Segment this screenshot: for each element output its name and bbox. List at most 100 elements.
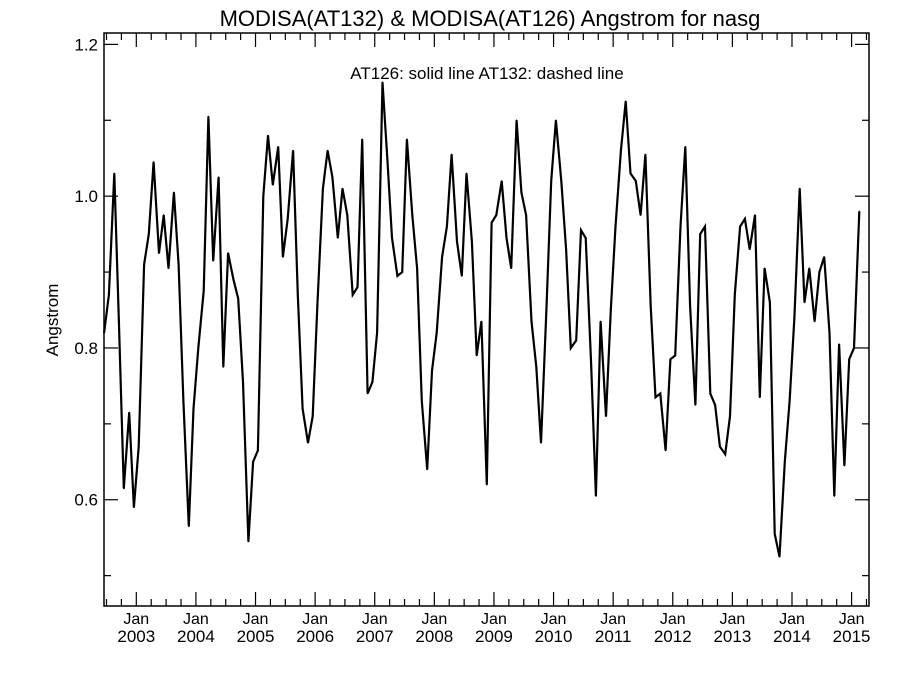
- x-tick-month-label: Jan: [123, 611, 149, 628]
- data-point: [167, 267, 170, 270]
- data-point: [580, 229, 582, 232]
- data-point: [123, 487, 125, 490]
- data-point: [173, 191, 175, 194]
- data-point: [629, 172, 632, 175]
- data-point: [669, 358, 672, 361]
- data-point: [560, 180, 563, 182]
- x-tick-year-label: 2014: [773, 627, 811, 646]
- x-tick-year-label: 2008: [415, 627, 453, 646]
- chart-annotation: AT126: solid line AT132: dashed line: [350, 64, 623, 83]
- data-point: [744, 218, 746, 220]
- data-point: [401, 271, 404, 273]
- data-point: [763, 267, 766, 270]
- data-point: [605, 415, 607, 418]
- data-point: [674, 354, 676, 357]
- data-point: [277, 146, 280, 148]
- data-point: [639, 214, 642, 216]
- x-tick-year-label: 2003: [117, 627, 155, 646]
- data-point: [788, 400, 791, 402]
- data-point: [610, 309, 612, 311]
- data-point: [769, 301, 771, 304]
- data-point: [376, 332, 378, 334]
- data-point: [848, 358, 850, 361]
- data-point: [664, 449, 667, 452]
- data-point: [237, 297, 239, 300]
- data-point: [699, 233, 701, 235]
- data-point: [103, 332, 105, 334]
- x-tick-year-label: 2009: [475, 627, 513, 646]
- data-point: [242, 381, 244, 383]
- x-tick-year-label: 2015: [833, 627, 871, 646]
- x-tick-month-label: Jan: [183, 611, 209, 628]
- data-point: [729, 415, 731, 418]
- data-point: [778, 555, 781, 558]
- data-point: [620, 149, 622, 152]
- data-point: [311, 415, 314, 418]
- data-point: [565, 248, 567, 251]
- data-point: [446, 225, 448, 228]
- data-point: [262, 195, 265, 197]
- data-point: [267, 134, 269, 137]
- data-point: [113, 172, 116, 175]
- data-point: [143, 263, 145, 266]
- data-point: [341, 187, 344, 190]
- y-tick-label: 1.0: [74, 187, 98, 206]
- data-point: [217, 176, 220, 178]
- data-point: [431, 369, 433, 372]
- data-point: [584, 237, 587, 239]
- data-point: [714, 404, 716, 406]
- data-point: [207, 115, 210, 118]
- data-point: [441, 256, 443, 258]
- data-point: [465, 172, 468, 175]
- data-point: [406, 138, 408, 141]
- data-point: [853, 347, 855, 349]
- x-tick-month-label: Jan: [660, 611, 686, 628]
- data-point: [456, 240, 458, 243]
- data-point: [272, 184, 274, 186]
- data-point: [540, 442, 542, 444]
- data-point: [510, 267, 512, 270]
- x-tick-month-label: Jan: [302, 611, 328, 628]
- series-layer: [103, 81, 861, 558]
- x-tick-month-label: Jan: [600, 611, 626, 628]
- data-point: [679, 225, 682, 228]
- data-point: [833, 495, 836, 497]
- data-point: [212, 259, 214, 262]
- data-point: [808, 267, 811, 270]
- data-point: [739, 225, 741, 228]
- data-point: [649, 305, 652, 308]
- data-point: [689, 305, 691, 308]
- data-point: [381, 81, 384, 84]
- data-point: [486, 483, 488, 486]
- data-point: [286, 218, 289, 220]
- x-tick-year-label: 2010: [535, 627, 573, 646]
- data-point: [301, 407, 304, 410]
- data-point: [426, 468, 429, 471]
- y-axis-label: Angstrom: [43, 284, 62, 357]
- data-point: [515, 119, 518, 122]
- data-point: [838, 343, 840, 346]
- data-point: [759, 396, 761, 399]
- data-point: [227, 252, 229, 254]
- data-point: [555, 119, 557, 122]
- data-point: [748, 248, 751, 251]
- data-point: [152, 161, 155, 163]
- data-point: [525, 214, 527, 216]
- data-point: [331, 176, 334, 178]
- data-point: [704, 225, 706, 228]
- data-point: [351, 294, 354, 296]
- data-point: [282, 256, 284, 258]
- data-point: [162, 214, 165, 216]
- data-point: [575, 339, 577, 342]
- data-point: [232, 278, 235, 281]
- data-point: [316, 301, 319, 304]
- data-point: [754, 214, 756, 216]
- data-point: [202, 290, 205, 292]
- x-tick-month-label: Jan: [779, 611, 805, 628]
- x-tick-year-label: 2007: [356, 627, 394, 646]
- data-point: [659, 392, 662, 395]
- data-point: [386, 157, 389, 159]
- data-point: [108, 294, 110, 296]
- data-point: [500, 180, 503, 182]
- data-point: [724, 453, 726, 456]
